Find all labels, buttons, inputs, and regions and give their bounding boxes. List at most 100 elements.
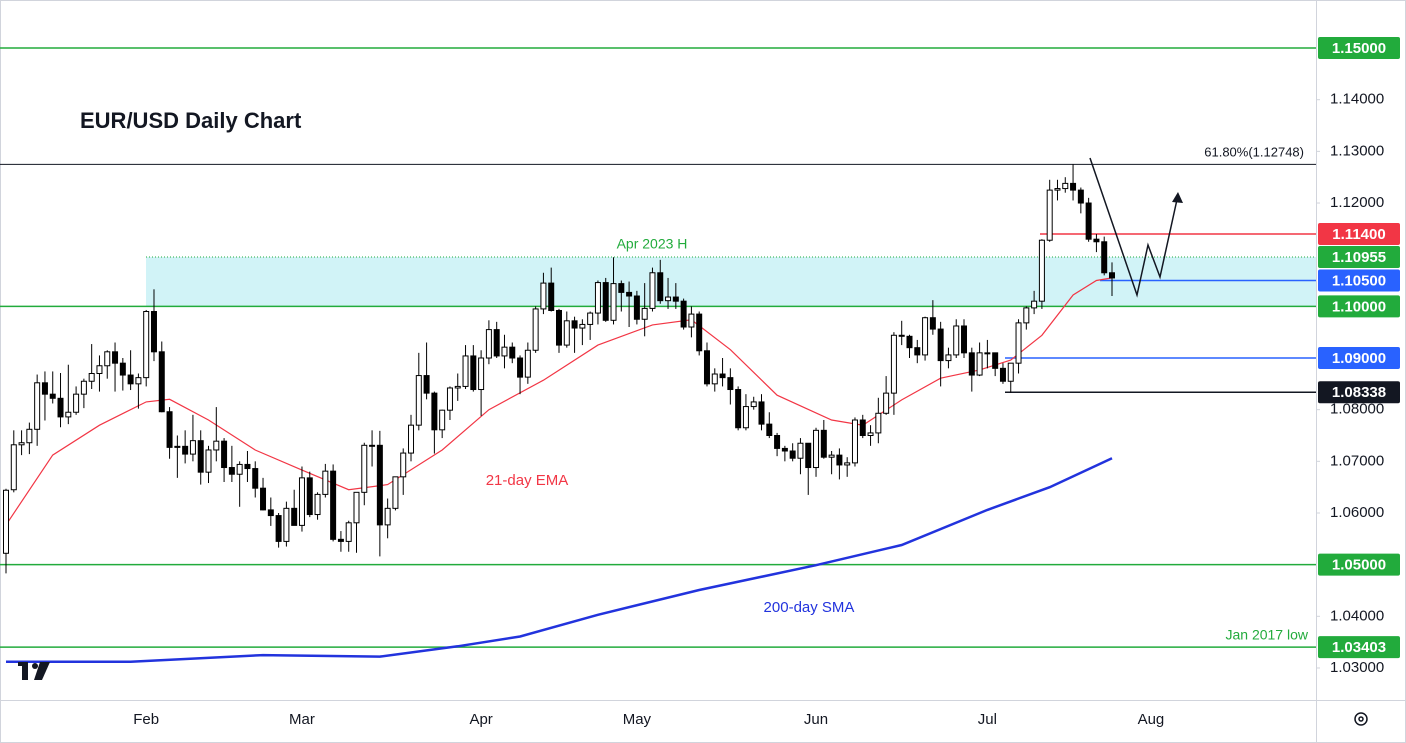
candle-body bbox=[470, 355, 477, 391]
candle-body bbox=[10, 444, 17, 491]
price-badge-label: 1.03403 bbox=[1332, 639, 1386, 656]
candle-body bbox=[898, 334, 905, 337]
price-badge-label: 1.15000 bbox=[1332, 40, 1386, 57]
moving-average bbox=[6, 457, 1113, 664]
candle-body bbox=[945, 354, 952, 362]
candle-body bbox=[1077, 189, 1084, 204]
candle-body bbox=[34, 382, 41, 430]
candle-body bbox=[244, 463, 251, 470]
candle-body bbox=[415, 375, 422, 426]
settings-button[interactable] bbox=[1354, 712, 1368, 726]
candle-body bbox=[517, 357, 524, 378]
candle-body bbox=[392, 476, 399, 509]
candle-body bbox=[283, 507, 290, 542]
candle-body bbox=[3, 489, 9, 554]
projection-path bbox=[1089, 157, 1179, 298]
candle-body bbox=[1093, 238, 1100, 243]
candle-body bbox=[649, 272, 656, 309]
candle-body bbox=[18, 442, 25, 446]
candle-body bbox=[291, 507, 298, 526]
candle-body bbox=[774, 434, 781, 449]
candle-body bbox=[345, 522, 352, 542]
candle-body bbox=[322, 470, 329, 495]
candle-body bbox=[197, 440, 204, 473]
candle-body bbox=[493, 329, 500, 357]
candle-body bbox=[49, 393, 56, 399]
candle-body bbox=[439, 409, 446, 431]
candle-body bbox=[228, 467, 235, 475]
price-badge bbox=[1318, 553, 1400, 576]
candle-body bbox=[781, 447, 788, 452]
candle-body bbox=[80, 380, 87, 395]
y-tick-label: 1.03000 bbox=[1330, 659, 1384, 676]
candle-body bbox=[766, 423, 773, 436]
candle-body bbox=[1101, 241, 1108, 274]
candle-body bbox=[890, 334, 897, 394]
y-tick-label: 1.04000 bbox=[1330, 607, 1384, 624]
candle-body bbox=[182, 445, 189, 455]
candle-body bbox=[937, 328, 944, 362]
y-tick-label: 1.12000 bbox=[1330, 194, 1384, 211]
candle-body bbox=[384, 507, 391, 526]
price-badge bbox=[1318, 295, 1400, 318]
fib-label: 61.80%(1.12748) bbox=[1204, 144, 1304, 159]
line-label: 200-day SMA bbox=[764, 599, 855, 616]
candle-body bbox=[127, 374, 134, 385]
candle-body bbox=[88, 373, 95, 382]
candle-body bbox=[618, 283, 625, 293]
candle-body bbox=[828, 454, 835, 458]
price-badge bbox=[1318, 636, 1400, 659]
candle-body bbox=[610, 283, 617, 321]
candle-body bbox=[961, 325, 968, 354]
candle-body bbox=[446, 387, 453, 411]
candle-body bbox=[563, 320, 570, 346]
candle-body bbox=[314, 493, 321, 516]
candle-body bbox=[1070, 182, 1077, 191]
candle-body bbox=[750, 401, 757, 408]
x-tick-label: May bbox=[623, 711, 652, 728]
candle-body bbox=[1062, 182, 1069, 190]
x-tick-label: Mar bbox=[289, 711, 315, 728]
price-badge bbox=[1318, 381, 1400, 404]
candle-body bbox=[143, 311, 150, 379]
candle-body bbox=[999, 367, 1006, 382]
candle-body bbox=[1023, 307, 1030, 324]
price-badge-label: 1.10500 bbox=[1332, 272, 1386, 289]
candle-body bbox=[158, 351, 165, 413]
candle-body bbox=[1007, 362, 1014, 382]
candle-body bbox=[236, 463, 243, 475]
annotation: Jan 2017 low bbox=[1225, 627, 1308, 643]
candle-body bbox=[548, 282, 555, 311]
price-badge bbox=[1318, 347, 1400, 370]
x-tick-label: Apr bbox=[469, 711, 492, 728]
candle-body bbox=[57, 397, 64, 418]
candle-body bbox=[556, 309, 562, 346]
candle-body bbox=[587, 312, 594, 325]
candle-body bbox=[408, 424, 415, 454]
y-tick-label: 1.08000 bbox=[1330, 401, 1384, 418]
candle-body bbox=[820, 429, 827, 458]
candle-body bbox=[306, 477, 313, 516]
y-tick-label: 1.06000 bbox=[1330, 504, 1384, 521]
candle-body bbox=[501, 346, 508, 357]
candle-body bbox=[719, 373, 726, 379]
candle-body bbox=[672, 296, 679, 302]
candle-body bbox=[485, 329, 492, 359]
candle-body bbox=[851, 419, 858, 464]
candle-body bbox=[727, 377, 734, 391]
candle-body bbox=[400, 452, 407, 478]
candle-body bbox=[696, 313, 703, 352]
candle-body bbox=[369, 444, 376, 447]
candle-body bbox=[135, 377, 142, 385]
x-tick-label: Aug bbox=[1138, 711, 1165, 728]
candle-body bbox=[805, 442, 812, 469]
candle-body bbox=[1054, 188, 1061, 191]
candle-body bbox=[859, 419, 866, 436]
candle-body bbox=[376, 444, 383, 526]
candle-body bbox=[906, 335, 913, 349]
candle-body bbox=[112, 351, 119, 364]
candle-body bbox=[626, 291, 633, 297]
candle-body bbox=[641, 307, 648, 320]
candle-body bbox=[929, 317, 936, 330]
candle-body bbox=[1085, 202, 1092, 240]
